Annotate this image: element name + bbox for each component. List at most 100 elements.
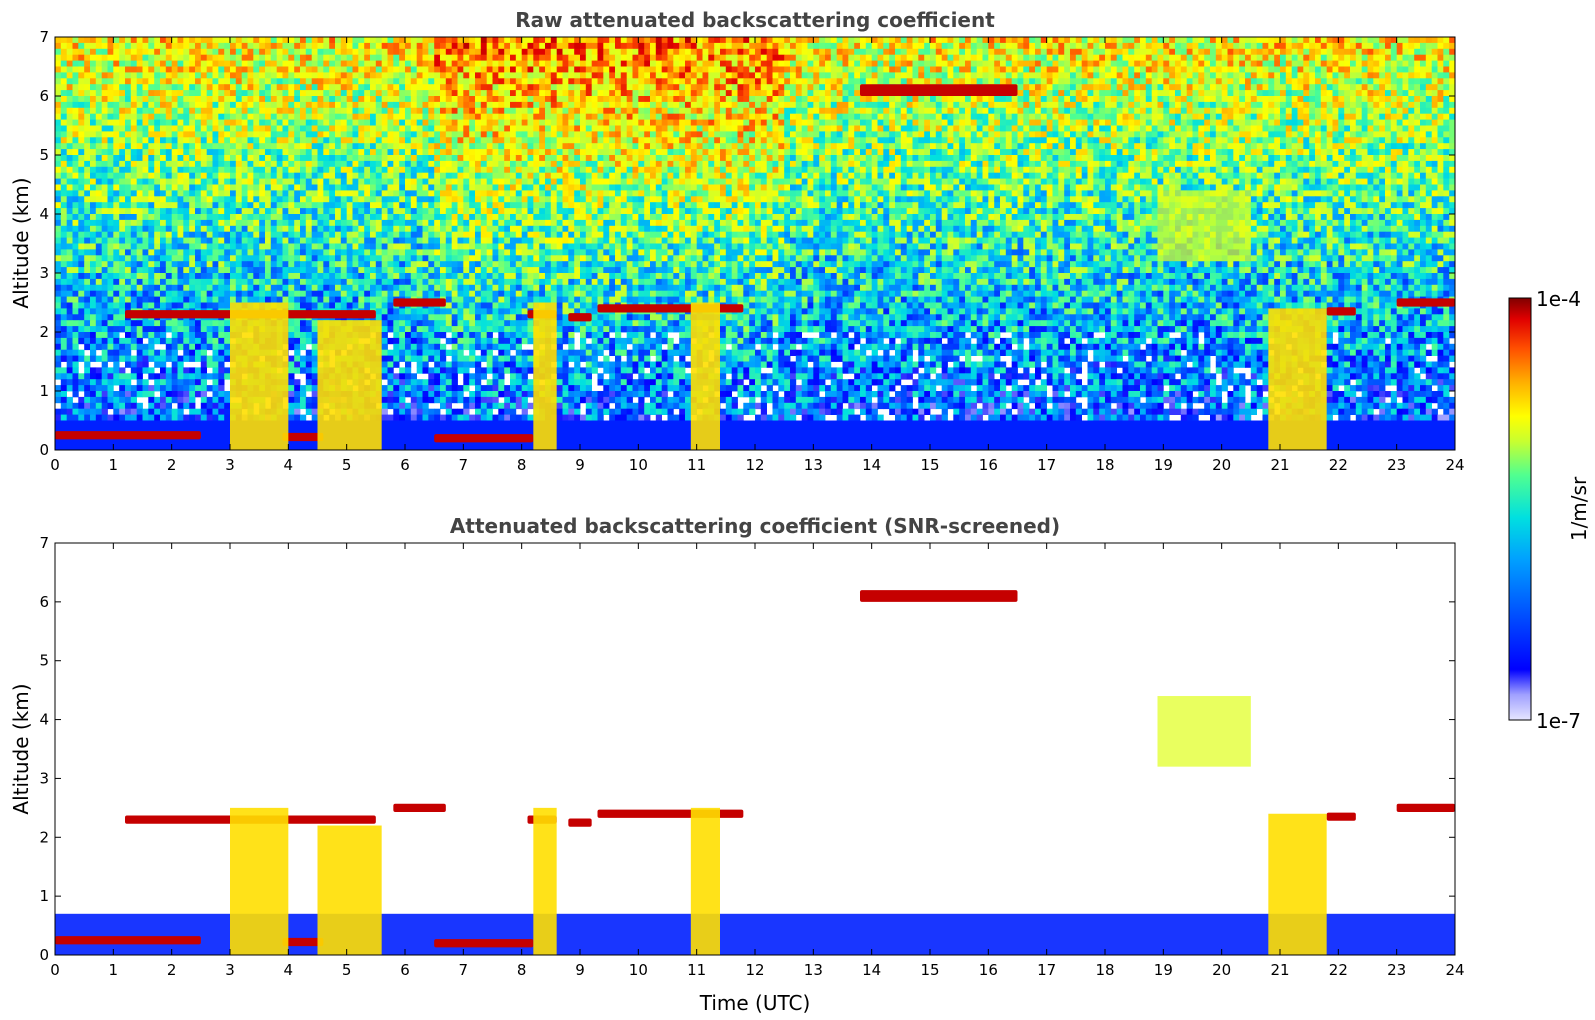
noise-cell [230, 84, 237, 91]
noise-cell [1350, 54, 1357, 61]
noise-cell [305, 101, 312, 109]
noise-cell [690, 54, 697, 61]
noise-cell [323, 119, 330, 126]
noise-cell [527, 125, 534, 132]
noise-cell [288, 60, 295, 67]
noise-cell [1449, 113, 1455, 120]
noise-cell [323, 131, 330, 138]
noise-cell [335, 72, 342, 79]
noise-cell [638, 113, 645, 120]
noise-cell [370, 54, 377, 61]
noise-cell [370, 125, 377, 132]
noise-cell [924, 137, 931, 144]
noise-cell [1379, 48, 1386, 56]
noise-cell [877, 42, 884, 50]
noise-cell [1175, 155, 1182, 162]
noise-cell [288, 119, 295, 126]
noise-cell [533, 48, 540, 56]
noise-cell [930, 96, 937, 103]
noise-cell [1023, 119, 1030, 126]
noise-cell [358, 42, 365, 50]
noise-cell [1081, 131, 1088, 138]
noise-cell [469, 78, 476, 85]
noise-cell [982, 137, 989, 144]
noise-cell [1245, 137, 1252, 144]
noise-cell [685, 54, 692, 61]
noise-cell [1075, 119, 1082, 126]
noise-cell [101, 107, 108, 115]
noise-cell [393, 131, 400, 138]
noise-cell [1437, 84, 1444, 91]
noise-cell [1274, 66, 1281, 73]
noise-cell [241, 42, 248, 50]
noise-cell [615, 137, 622, 144]
noise-cell [714, 101, 721, 109]
noise-cell [825, 84, 832, 91]
noise-cell [848, 78, 855, 85]
noise-cell [440, 37, 447, 44]
noise-cell [626, 42, 633, 50]
noise-cell [545, 54, 552, 61]
noise-cell [539, 107, 546, 115]
noise-cell [1087, 125, 1094, 132]
noise-cell [282, 37, 289, 44]
noise-cell [550, 48, 557, 56]
noise-cell [603, 131, 610, 138]
noise-cell [778, 155, 785, 162]
noise-cell [510, 42, 517, 50]
noise-cell [655, 101, 662, 109]
noise-cell [685, 90, 692, 97]
noise-cell [1385, 125, 1392, 132]
noise-cell [370, 119, 377, 126]
noise-cell [766, 119, 773, 126]
noise-cell [84, 107, 91, 115]
noise-cell [865, 125, 872, 132]
noise-cell [335, 101, 342, 109]
noise-cell [335, 48, 342, 56]
noise-cell [1046, 125, 1053, 132]
noise-cell [1052, 137, 1059, 144]
noise-cell [1035, 60, 1042, 67]
noise-cell [212, 90, 219, 97]
noise-cell [1180, 131, 1187, 138]
noise-cell [311, 72, 318, 79]
noise-cell [935, 48, 942, 56]
noise-cell [1221, 84, 1228, 91]
noise-cell [941, 42, 948, 50]
noise-cell [90, 96, 97, 103]
noise-cell [865, 96, 872, 103]
noise-cell [241, 125, 248, 132]
noise-cell [994, 37, 1001, 44]
noise-cell [667, 149, 674, 156]
noise-cell [877, 72, 884, 79]
noise-cell [895, 143, 902, 150]
noise-cell [1303, 78, 1310, 85]
noise-cell [486, 125, 493, 132]
noise-cell [1140, 37, 1147, 44]
noise-cell [1285, 37, 1292, 44]
noise-cell [638, 125, 645, 132]
noise-cell [1420, 37, 1427, 44]
noise-cell [1402, 84, 1409, 91]
noise-cell [953, 42, 960, 50]
noise-cell [1105, 72, 1112, 79]
noise-cell [101, 90, 108, 97]
noise-cell [1122, 125, 1129, 132]
noise-cell [1128, 54, 1135, 61]
noise-cell [130, 42, 137, 50]
noise-cell [976, 72, 983, 79]
noise-cell [1128, 42, 1135, 50]
noise-cell [562, 90, 569, 97]
noise-cell [883, 48, 890, 56]
noise-cell [1367, 54, 1374, 61]
noise-cell [591, 48, 598, 56]
noise-cell [819, 101, 826, 109]
noise-cell [463, 113, 470, 120]
noise-cell [527, 48, 534, 56]
noise-cell [615, 54, 622, 61]
noise-cell [632, 60, 639, 67]
noise-cell [801, 125, 808, 132]
noise-cell [830, 42, 837, 50]
noise-cell [650, 101, 657, 109]
noise-cell [305, 66, 312, 73]
